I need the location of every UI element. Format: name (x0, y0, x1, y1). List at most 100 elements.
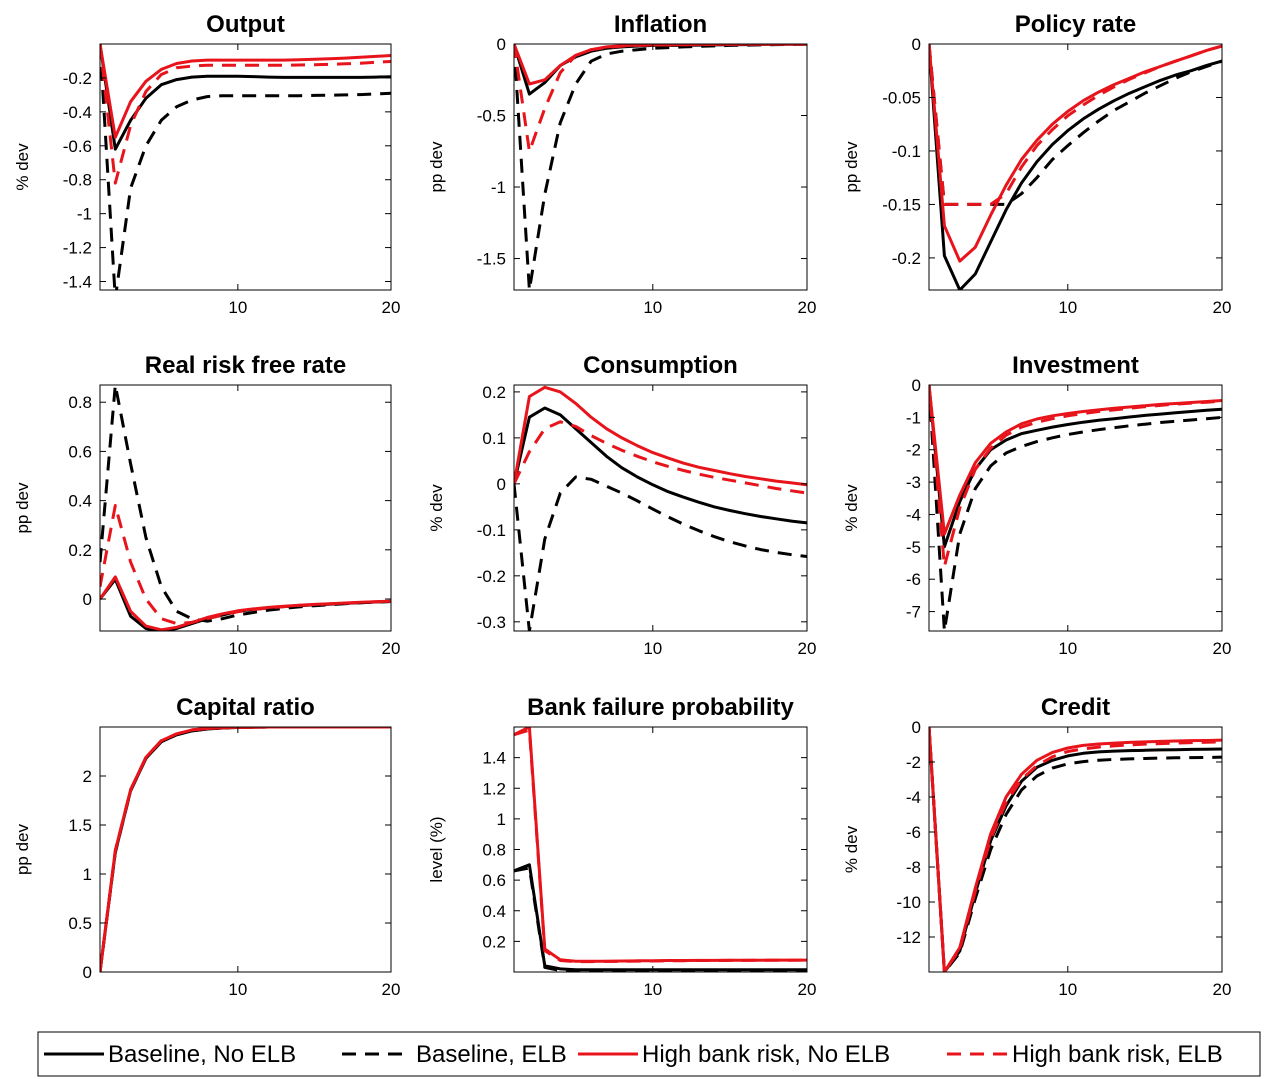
y-tick-label-5-credit: -2 (906, 753, 921, 772)
series-group-real-risk-free-rate (100, 385, 391, 631)
y-tick-label-4-credit: -4 (906, 788, 921, 807)
y-axis-label-capital-ratio: pp dev (13, 823, 32, 875)
x-tick-label-10-output: 10 (228, 298, 247, 317)
y-tick-label-1-policy-rate: -0.15 (882, 195, 921, 214)
y-tick-label-5-investment: -2 (906, 441, 921, 460)
y-tick-label-4-consumption: 0.1 (482, 429, 506, 448)
y-axis-label-output: % dev (13, 143, 32, 191)
axes-box-policy-rate (929, 44, 1222, 290)
x-tick-label-10-policy-rate: 10 (1058, 298, 1077, 317)
y-tick-label-6-bank-failure-probability: 1.4 (482, 749, 506, 768)
legend-label-baseline-no-elb: Baseline, No ELB (108, 1041, 296, 1068)
x-tick-label-10-credit: 10 (1058, 980, 1077, 999)
y-tick-label-4-capital-ratio: 2 (83, 767, 92, 786)
series-group-credit (929, 727, 1222, 972)
y-tick-label-3-real-risk-free-rate: 0.6 (68, 442, 92, 461)
panel-title-inflation: Inflation (614, 11, 707, 38)
series-line-high-bank-risk-elb-capital-ratio (100, 727, 391, 972)
y-tick-label-0-investment: -7 (906, 603, 921, 622)
series-line-high-bank-risk-elb-output (100, 44, 391, 183)
x-tick-label-10-real-risk-free-rate: 10 (228, 639, 247, 658)
y-tick-label-5-output: -0.4 (63, 103, 92, 122)
legend-label-baseline-elb: Baseline, ELB (416, 1041, 567, 1068)
x-tick-label-20-real-risk-free-rate: 20 (382, 639, 401, 658)
panel-policy-rate: Policy rate pp dev 10 20 -0.2 -0.15 -0.1 -0.05 0 (842, 11, 1231, 317)
y-tick-label-0-real-risk-free-rate: 0 (83, 590, 92, 609)
y-tick-label-3-output: -0.8 (63, 171, 92, 190)
y-axis-label-credit: % dev (842, 825, 861, 873)
y-tick-label-5-bank-failure-probability: 1.2 (482, 779, 506, 798)
series-group-investment (929, 385, 1222, 631)
axes-box-output (100, 44, 391, 290)
y-tick-label-3-investment: -4 (906, 505, 921, 524)
series-line-baseline-no-elb-bank-failure-probability (514, 865, 807, 970)
series-line-high-bank-risk-no-elb-consumption (514, 387, 807, 485)
y-tick-label-4-output: -0.6 (63, 137, 92, 156)
x-tick-label-20-output: 20 (382, 298, 401, 317)
panel-title-bank-failure-probability: Bank failure probability (527, 694, 794, 721)
y-tick-label-0-credit: -12 (896, 928, 921, 947)
y-tick-label-1-investment: -6 (906, 570, 921, 589)
x-tick-label-20-investment: 20 (1213, 639, 1232, 658)
y-tick-label-1-real-risk-free-rate: 0.2 (68, 541, 92, 560)
panel-real-risk-free-rate: Real risk free ratepp dev10 2000.20.40.60… (13, 352, 400, 658)
legend-label-high-risk-elb: High bank risk, ELB (1012, 1041, 1223, 1068)
panel-title-consumption: Consumption (583, 352, 738, 379)
panel-capital-ratio: Capital ratio pp dev 10 20 0 0.5 1 1.5 2 (13, 694, 400, 999)
series-line-high-bank-risk-elb-real-risk-free-rate (100, 506, 391, 624)
panel-consumption: Consumption% dev10 20-0.3-0.2-0.100.10.2 (427, 352, 816, 658)
y-tick-label-7-investment: 0 (912, 376, 921, 395)
y-axis-label-investment: % dev (842, 484, 861, 532)
y-tick-label-0-capital-ratio: 0 (83, 963, 92, 982)
y-tick-label-2-policy-rate: -0.1 (892, 142, 921, 161)
y-tick-label-6-credit: 0 (912, 718, 921, 737)
series-line-baseline-elb-consumption (514, 477, 807, 631)
x-tick-label-20-credit: 20 (1213, 980, 1232, 999)
y-tick-label-1-capital-ratio: 0.5 (68, 914, 92, 933)
y-tick-label-3-credit: -6 (906, 823, 921, 842)
legend-label-high-risk-no-elb: High bank risk, No ELB (642, 1041, 890, 1068)
x-tick-label-10-inflation: 10 (643, 298, 662, 317)
y-tick-label-5-consumption: 0.2 (482, 383, 506, 402)
series-line-high-bank-risk-no-elb-bank-failure-probability (514, 727, 807, 961)
y-tick-label-0-output: -1.4 (63, 273, 92, 292)
x-tick-label-20-consumption: 20 (798, 639, 817, 658)
y-tick-label-3-policy-rate: -0.05 (882, 88, 921, 107)
series-line-high-bank-risk-elb-consumption (514, 422, 807, 493)
panel-bank-failure-probability: Bank failure probability level (%) 10 20 0.2… (427, 694, 816, 999)
x-tick-label-10-investment: 10 (1058, 639, 1077, 658)
y-axis-label-bank-failure-probability: level (%) (427, 816, 446, 882)
y-tick-label-2-capital-ratio: 1 (83, 865, 92, 884)
y-tick-label-1-consumption: -0.2 (477, 567, 506, 586)
panel-title-policy-rate: Policy rate (1015, 11, 1136, 38)
y-tick-label-0-consumption: -0.3 (477, 613, 506, 632)
y-axis-label-inflation: pp dev (427, 141, 446, 193)
y-tick-label-2-credit: -8 (906, 858, 921, 877)
series-group-inflation (514, 44, 807, 290)
series-group-capital-ratio (100, 727, 391, 972)
y-tick-label-4-investment: -3 (906, 473, 921, 492)
y-tick-label-0-bank-failure-probability: 0.2 (482, 932, 506, 951)
axes-box-real-risk-free-rate (100, 385, 391, 631)
series-line-high-bank-risk-elb-bank-failure-probability (514, 730, 807, 962)
y-tick-label-2-real-risk-free-rate: 0.4 (68, 492, 92, 511)
y-axis-label-real-risk-free-rate: pp dev (13, 482, 32, 534)
series-group-bank-failure-probability (514, 727, 807, 971)
series-line-high-bank-risk-no-elb-output (100, 44, 391, 137)
x-tick-label-10-capital-ratio: 10 (228, 980, 247, 999)
series-group-policy-rate (929, 44, 1222, 290)
y-tick-label-3-bank-failure-probability: 0.8 (482, 841, 506, 860)
x-tick-label-10-consumption: 10 (643, 639, 662, 658)
y-tick-label-4-bank-failure-probability: 1 (497, 810, 506, 829)
y-tick-label-6-output: -0.2 (63, 69, 92, 88)
series-line-baseline-elb-bank-failure-probability (514, 868, 807, 971)
y-tick-label-3-capital-ratio: 1.5 (68, 816, 92, 835)
y-tick-label-2-inflation: -0.5 (477, 107, 506, 126)
y-tick-label-3-consumption: 0 (497, 475, 506, 494)
legend: Baseline, No ELB Baseline, ELB High bank… (38, 1032, 1260, 1076)
y-tick-label-2-investment: -5 (906, 538, 921, 557)
y-tick-label-3-inflation: 0 (497, 35, 506, 54)
panel-title-credit: Credit (1041, 694, 1110, 721)
